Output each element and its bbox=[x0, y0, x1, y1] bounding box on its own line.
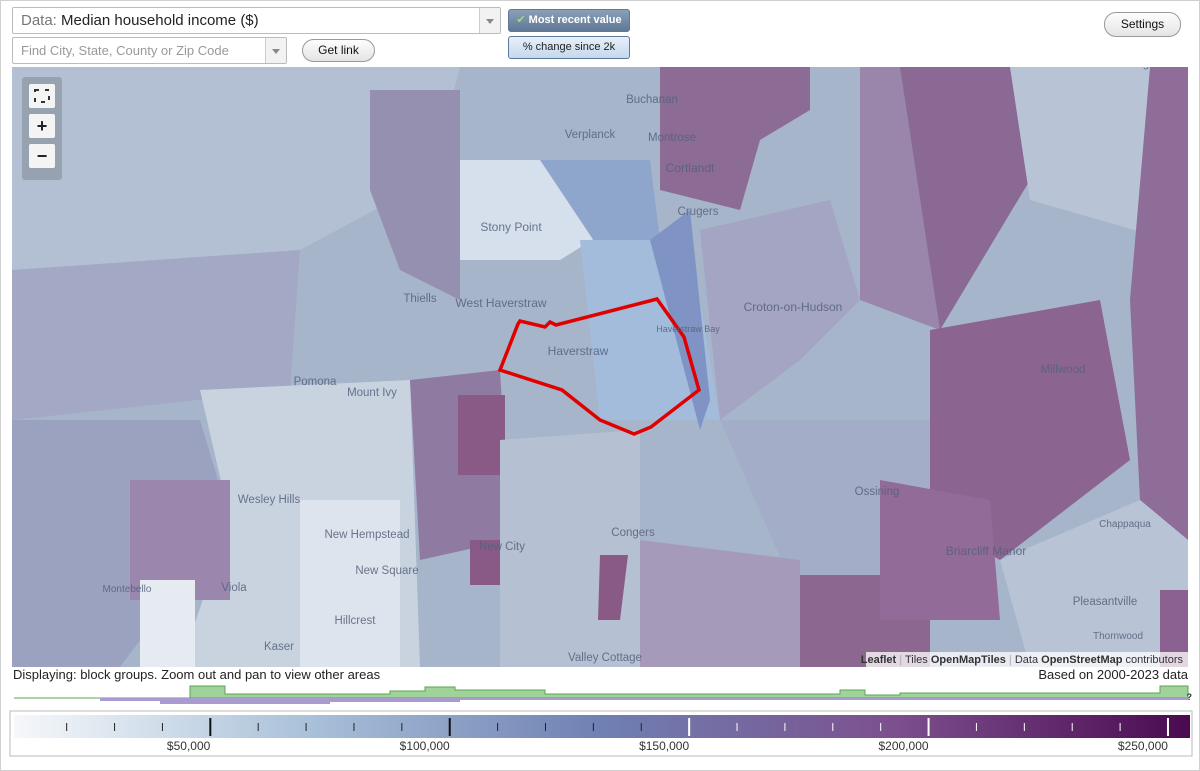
region bbox=[140, 580, 195, 667]
settings-button[interactable]: Settings bbox=[1104, 12, 1181, 37]
legend-tick-label: $100,000 bbox=[400, 739, 450, 753]
place-label: Stony Point bbox=[480, 220, 542, 234]
place-label: Buchanan bbox=[626, 94, 678, 106]
region bbox=[640, 540, 800, 667]
place-label: New Hempstead bbox=[324, 529, 409, 541]
attribution-part: Data bbox=[1015, 654, 1039, 666]
data-value: Median household income ($) bbox=[61, 12, 259, 29]
selected-boundary[interactable] bbox=[497, 297, 702, 436]
place-label: Millwood bbox=[1041, 364, 1086, 376]
most-recent-label: Most recent value bbox=[528, 14, 622, 26]
region bbox=[880, 480, 1000, 620]
place-label: Valley Cottage bbox=[568, 652, 642, 664]
place-label: Chappaqua bbox=[1099, 519, 1151, 530]
place-label: Ossining bbox=[855, 486, 900, 498]
attribution-part[interactable]: OpenMapTiles bbox=[931, 654, 1006, 666]
search-box[interactable]: Find City, State, County or Zip Code bbox=[12, 37, 287, 64]
legend-tick-label: $150,000 bbox=[639, 739, 689, 753]
zoom-in-button[interactable] bbox=[29, 114, 55, 138]
place-label: Hillcrest bbox=[335, 615, 377, 627]
attribution-part[interactable]: Leaflet bbox=[861, 654, 897, 666]
histogram-top bbox=[14, 685, 1189, 699]
attribution-bg bbox=[866, 652, 1188, 667]
legend-tick-label: $200,000 bbox=[878, 739, 928, 753]
place-label: Verplanck bbox=[565, 129, 616, 141]
data-years-note: Based on 2000-2023 data bbox=[1038, 667, 1188, 682]
region bbox=[12, 67, 460, 270]
place-label: Montebello bbox=[103, 584, 152, 595]
place-label: West Haverstraw bbox=[455, 296, 546, 310]
zoom-in-label: + bbox=[37, 116, 48, 136]
attribution-part: | bbox=[1009, 654, 1012, 666]
place-label: Haverstraw Bay bbox=[656, 324, 720, 334]
region bbox=[660, 67, 810, 210]
region bbox=[1160, 590, 1188, 667]
histogram-bottom bbox=[14, 698, 1188, 704]
fullscreen-button[interactable] bbox=[29, 84, 55, 108]
attribution-part: Tiles bbox=[905, 654, 928, 666]
place-label: New City bbox=[479, 541, 525, 553]
place-label: Haverstraw bbox=[548, 344, 609, 358]
place-label: Montrose bbox=[648, 132, 696, 144]
place-label: Congers bbox=[611, 527, 655, 539]
map[interactable]: Yorktown Heights Buchanan Verplanck Mont… bbox=[12, 58, 1188, 667]
place-label: Yorktown Heights bbox=[1075, 58, 1164, 70]
region bbox=[540, 160, 660, 250]
region bbox=[300, 500, 400, 667]
place-label: Kaser bbox=[264, 641, 294, 653]
place-label: Briarcliff Manor bbox=[946, 544, 1026, 558]
check-icon: ✔ bbox=[516, 14, 526, 26]
region bbox=[700, 200, 860, 420]
region bbox=[930, 300, 1130, 560]
displaying-note: Displaying: block groups. Zoom out and p… bbox=[13, 667, 381, 682]
place-label: Pleasantville bbox=[1073, 596, 1138, 608]
attribution-part: contributors bbox=[1126, 654, 1184, 666]
legend-bar bbox=[14, 715, 1190, 738]
region bbox=[12, 250, 300, 420]
region bbox=[130, 480, 230, 600]
most-recent-button[interactable]: ✔ Most recent value bbox=[508, 9, 630, 32]
search-placeholder: Find City, State, County or Zip Code bbox=[21, 43, 229, 58]
region bbox=[370, 90, 460, 300]
dropdown-arrow[interactable] bbox=[479, 8, 500, 33]
attribution: Leaflet | Tiles OpenMapTiles | Data Open… bbox=[861, 654, 1184, 666]
attribution-part[interactable]: OpenStreetMap bbox=[1041, 654, 1123, 666]
data-label: Data: bbox=[21, 12, 57, 29]
help-icon[interactable]: ? bbox=[1187, 692, 1193, 702]
attribution-part: | bbox=[899, 654, 902, 666]
place-label: Thornwood bbox=[1093, 631, 1143, 642]
region bbox=[1000, 500, 1188, 667]
zoom-out-label: − bbox=[37, 146, 48, 166]
region bbox=[720, 420, 930, 580]
legend-tick-label: $250,000 bbox=[1118, 739, 1168, 753]
place-label: Wesley Hills bbox=[238, 494, 301, 506]
legend-tick-label: $50,000 bbox=[167, 739, 211, 753]
get-link-button[interactable]: Get link bbox=[302, 39, 375, 62]
dropdown-arrow[interactable] bbox=[265, 38, 286, 63]
region bbox=[598, 555, 628, 620]
place-label: Mount Ivy bbox=[347, 387, 397, 399]
place-label: Viola bbox=[221, 582, 247, 594]
place-label: Crugers bbox=[678, 206, 719, 218]
place-label: Cortlandt bbox=[666, 161, 715, 175]
data-select[interactable]: Data: Median household income ($) bbox=[12, 7, 501, 34]
place-label: Croton-on-Hudson bbox=[744, 300, 843, 314]
place-label: New Square bbox=[355, 565, 418, 577]
percent-change-button[interactable]: % change since 2k bbox=[508, 36, 630, 59]
region bbox=[1130, 67, 1188, 540]
fullscreen-icon bbox=[34, 89, 50, 103]
region bbox=[458, 395, 505, 475]
place-label: Pomona bbox=[294, 376, 337, 388]
place-label: Thiells bbox=[403, 293, 436, 305]
zoom-out-button[interactable] bbox=[29, 144, 55, 168]
region bbox=[900, 67, 1030, 330]
region bbox=[1010, 67, 1170, 240]
